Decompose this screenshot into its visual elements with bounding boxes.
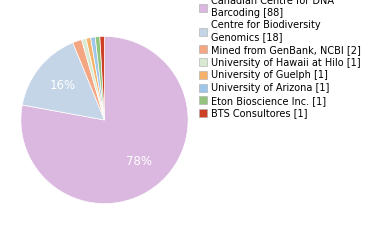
Wedge shape: [22, 43, 105, 120]
Wedge shape: [100, 36, 104, 120]
Wedge shape: [82, 38, 105, 120]
Wedge shape: [21, 36, 188, 204]
Text: 16%: 16%: [49, 79, 75, 92]
Wedge shape: [95, 36, 104, 120]
Wedge shape: [86, 38, 104, 120]
Wedge shape: [90, 37, 105, 120]
Text: 78%: 78%: [126, 155, 152, 168]
Legend: Canadian Centre for DNA
Barcoding [88], Centre for Biodiversity
Genomics [18], M: Canadian Centre for DNA Barcoding [88], …: [198, 0, 362, 120]
Wedge shape: [73, 40, 105, 120]
